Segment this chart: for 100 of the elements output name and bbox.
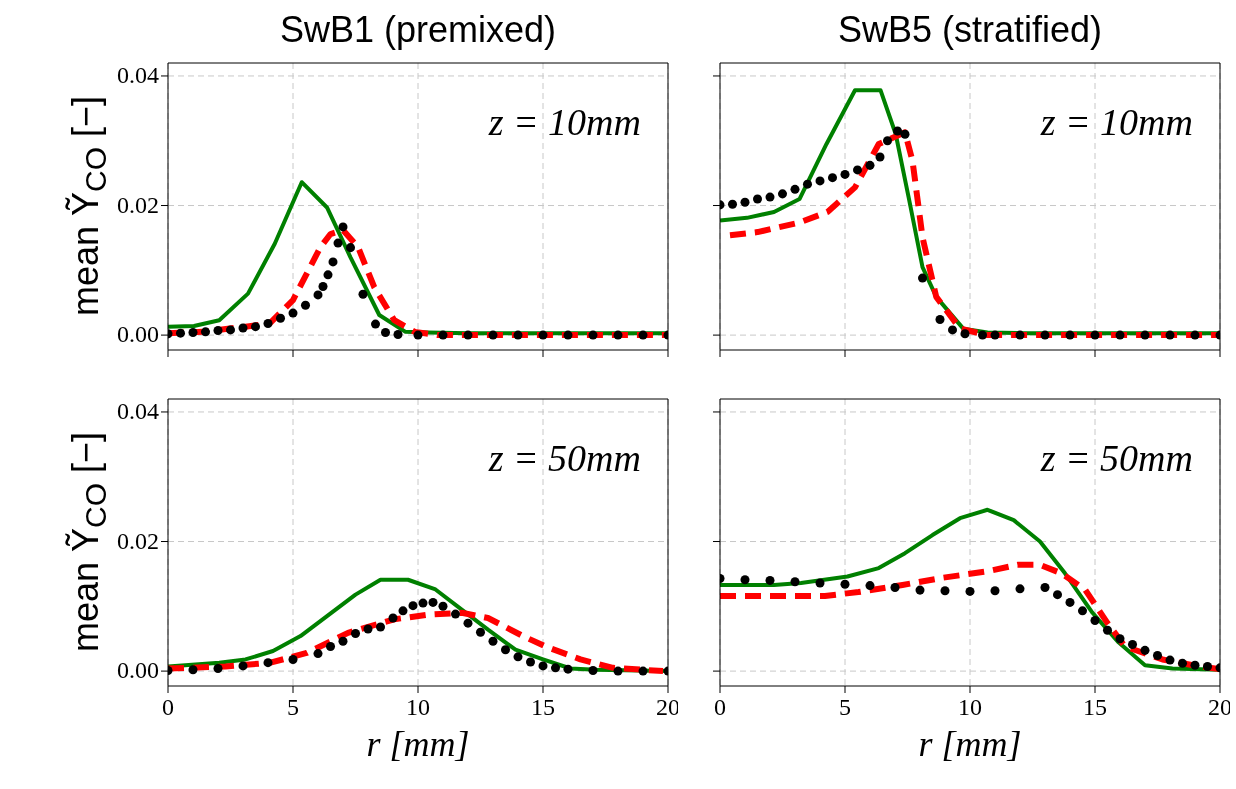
point bbox=[500, 645, 511, 655]
annotation: z = 10mm bbox=[1040, 100, 1193, 144]
point bbox=[727, 199, 738, 209]
point bbox=[288, 308, 298, 318]
point bbox=[1177, 658, 1188, 668]
point bbox=[563, 664, 573, 674]
point bbox=[175, 328, 186, 338]
point bbox=[375, 622, 386, 632]
point bbox=[188, 665, 198, 675]
point bbox=[892, 126, 903, 136]
chart-title: SwB1 (premixed) bbox=[278, 9, 558, 51]
point bbox=[1065, 597, 1075, 607]
point bbox=[765, 192, 775, 202]
point bbox=[1190, 660, 1200, 670]
point bbox=[275, 313, 286, 323]
point bbox=[1115, 330, 1125, 340]
point bbox=[213, 664, 223, 674]
point bbox=[408, 601, 418, 611]
y-tick-label: 0.00 bbox=[117, 657, 159, 684]
point bbox=[488, 330, 498, 340]
point bbox=[1190, 330, 1200, 340]
point bbox=[488, 636, 498, 646]
point bbox=[613, 330, 623, 340]
y-tick-label: 0.04 bbox=[117, 61, 159, 88]
annotation: z = 10mm bbox=[488, 100, 641, 144]
x-axis-title: r [mm] bbox=[917, 723, 1023, 765]
point bbox=[380, 328, 391, 338]
point bbox=[398, 606, 408, 616]
point bbox=[815, 176, 825, 186]
point bbox=[450, 609, 461, 619]
point bbox=[250, 322, 261, 332]
point bbox=[333, 238, 343, 248]
point bbox=[827, 173, 838, 183]
point bbox=[1015, 584, 1025, 594]
x-tick-label: 0 bbox=[162, 694, 174, 720]
point bbox=[1090, 616, 1100, 626]
x-axis-title: r [mm] bbox=[365, 723, 471, 765]
point bbox=[388, 613, 398, 623]
point bbox=[313, 649, 323, 659]
point bbox=[840, 579, 850, 589]
point bbox=[318, 282, 328, 292]
point bbox=[588, 665, 598, 675]
point bbox=[1040, 583, 1050, 593]
point bbox=[917, 273, 928, 283]
point bbox=[475, 627, 486, 637]
point bbox=[790, 577, 800, 587]
point bbox=[345, 243, 356, 253]
point bbox=[1127, 640, 1138, 650]
point bbox=[915, 585, 925, 595]
point bbox=[300, 300, 311, 310]
point bbox=[815, 578, 825, 588]
point bbox=[740, 197, 750, 207]
point bbox=[1040, 330, 1050, 340]
point bbox=[263, 658, 273, 668]
point bbox=[238, 323, 248, 333]
point bbox=[638, 330, 648, 340]
point bbox=[765, 575, 775, 585]
point bbox=[1077, 606, 1088, 616]
point bbox=[513, 330, 523, 340]
point bbox=[1140, 645, 1150, 655]
point bbox=[1052, 590, 1063, 600]
point bbox=[1202, 662, 1213, 672]
point bbox=[960, 329, 970, 339]
point bbox=[977, 330, 988, 340]
x-tick-label: 15 bbox=[531, 694, 555, 720]
x-tick-label: 5 bbox=[839, 694, 851, 720]
point bbox=[370, 319, 381, 329]
point bbox=[313, 290, 323, 300]
point bbox=[840, 169, 850, 179]
point bbox=[438, 330, 448, 340]
point bbox=[752, 194, 763, 204]
point bbox=[740, 575, 750, 585]
point bbox=[588, 330, 598, 340]
point bbox=[1115, 634, 1125, 644]
point bbox=[1015, 330, 1025, 340]
point bbox=[1090, 330, 1100, 340]
point bbox=[638, 666, 648, 676]
point bbox=[393, 329, 403, 339]
x-tick-label: 15 bbox=[1083, 694, 1107, 720]
x-tick-label: 10 bbox=[958, 694, 982, 720]
point bbox=[940, 586, 950, 596]
point bbox=[363, 624, 373, 634]
point bbox=[538, 661, 548, 671]
annotation: z = 50mm bbox=[1040, 436, 1193, 480]
point bbox=[935, 315, 945, 325]
point bbox=[865, 160, 875, 170]
point bbox=[852, 165, 863, 175]
y-tick-label: 0.02 bbox=[117, 191, 159, 218]
point bbox=[538, 330, 548, 340]
point bbox=[1165, 330, 1175, 340]
point bbox=[238, 661, 248, 671]
point bbox=[875, 152, 885, 162]
point bbox=[890, 583, 900, 593]
point bbox=[525, 657, 536, 667]
point bbox=[802, 179, 813, 189]
point bbox=[463, 618, 473, 628]
point bbox=[563, 330, 573, 340]
point bbox=[990, 330, 1000, 340]
point bbox=[325, 641, 336, 651]
point bbox=[200, 327, 211, 337]
